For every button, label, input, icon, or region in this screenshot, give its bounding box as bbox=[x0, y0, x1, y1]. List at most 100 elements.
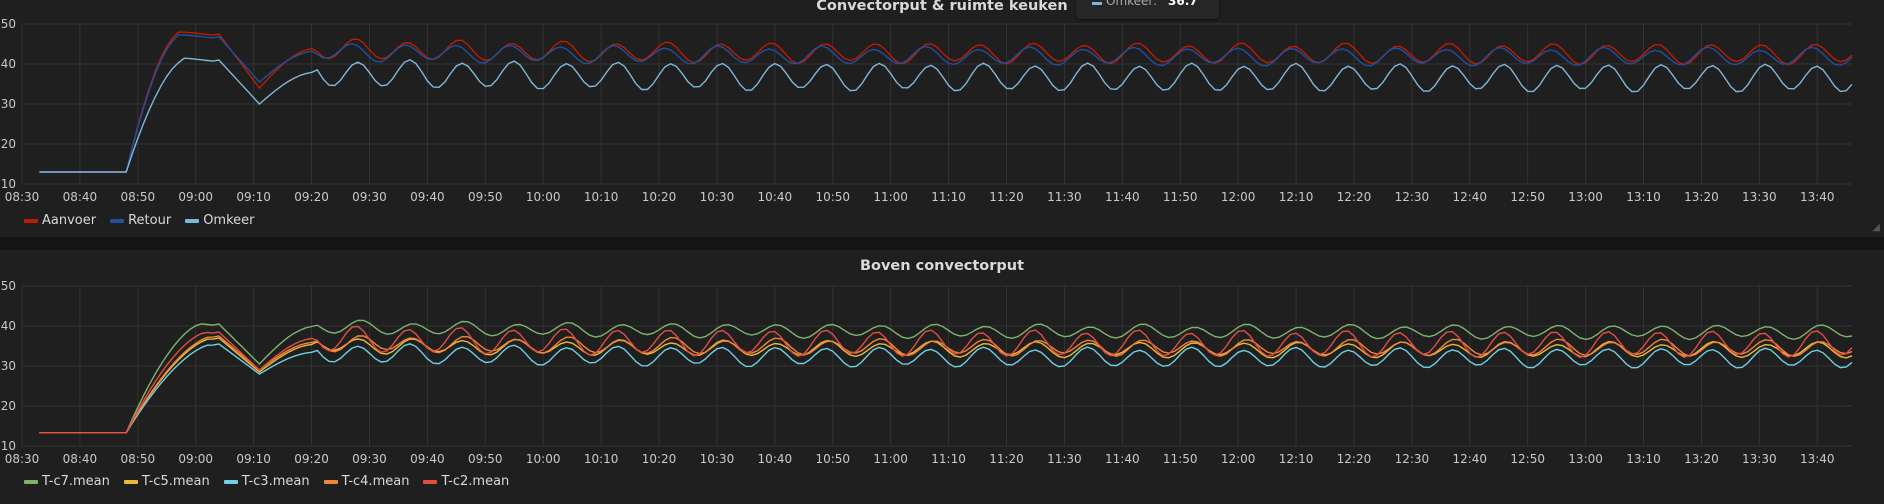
panel-boven-convectorput: Boven convectorput 10 20 30 40 50 08:30 08:40 0… bbox=[0, 250, 1884, 504]
x-tick-label: 09:50 bbox=[468, 452, 503, 466]
legend-swatch bbox=[423, 479, 438, 484]
y-tick-label: 40 bbox=[1, 319, 16, 333]
x-tick-label: 11:50 bbox=[1163, 190, 1198, 204]
hover-tooltip: Omkeer: 36.7 bbox=[1076, 0, 1219, 19]
legend-item[interactable]: T-c7.mean bbox=[24, 474, 110, 489]
x-tick-label: 11:00 bbox=[873, 190, 908, 204]
x-tick-label: 13:00 bbox=[1568, 452, 1603, 466]
x-tick-label: 13:20 bbox=[1684, 190, 1719, 204]
x-tick-label: 10:30 bbox=[700, 452, 735, 466]
x-tick-label: 13:00 bbox=[1568, 190, 1603, 204]
y-tick-label: 40 bbox=[1, 57, 16, 71]
x-tick-label: 09:00 bbox=[178, 452, 213, 466]
x-tick-label: 09:20 bbox=[294, 190, 329, 204]
x-tick-label: 11:40 bbox=[1105, 190, 1140, 204]
legend-item[interactable]: Omkeer bbox=[185, 213, 255, 228]
x-tick-label: 13:10 bbox=[1626, 452, 1661, 466]
x-tick-label: 13:20 bbox=[1684, 452, 1719, 466]
series-line-t-c5-mean[interactable] bbox=[39, 337, 1853, 434]
legend-item[interactable]: T-c5.mean bbox=[123, 474, 210, 489]
x-tick-label: 12:30 bbox=[1395, 190, 1430, 204]
x-tick-label: 12:20 bbox=[1337, 190, 1372, 204]
x-tick-label: 11:10 bbox=[931, 452, 966, 466]
series-line-omkeer[interactable] bbox=[39, 57, 1853, 173]
x-tick-label: 12:00 bbox=[1221, 452, 1256, 466]
panel-title[interactable]: Boven convectorput bbox=[859, 258, 1025, 274]
panel-title[interactable]: Convectorput & ruimte keuken bbox=[816, 0, 1068, 14]
y-tick-label: 10 bbox=[1, 439, 16, 453]
legend-item[interactable]: T-c2.mean bbox=[423, 474, 509, 489]
x-tick-label: 08:50 bbox=[121, 452, 156, 466]
x-tick-label: 10:50 bbox=[815, 452, 850, 466]
x-tick-label: 09:40 bbox=[410, 190, 445, 204]
x-tick-label: 11:30 bbox=[1047, 452, 1082, 466]
x-tick-label: 11:30 bbox=[1047, 190, 1082, 204]
x-tick-label: 11:40 bbox=[1105, 452, 1140, 466]
legend-label: T-c7.mean bbox=[42, 474, 110, 489]
x-tick-label: 10:10 bbox=[584, 190, 619, 204]
x-tick-label: 13:40 bbox=[1800, 452, 1835, 466]
x-tick-label: 11:00 bbox=[873, 452, 908, 466]
series-line-t-c2-mean[interactable] bbox=[39, 325, 1853, 434]
tooltip-swatch bbox=[1092, 2, 1102, 5]
legend-swatch bbox=[24, 479, 38, 484]
x-tick-label: 09:20 bbox=[294, 452, 329, 466]
legend-label: T-c3.mean bbox=[241, 474, 310, 489]
x-tick-label: 09:00 bbox=[178, 190, 213, 204]
x-tick-label: 08:30 bbox=[5, 452, 40, 466]
legend-label: Retour bbox=[128, 213, 172, 228]
x-tick-label: 12:00 bbox=[1221, 190, 1256, 204]
series-line-t-c3-mean[interactable] bbox=[39, 343, 1853, 434]
x-tick-label: 08:40 bbox=[63, 190, 98, 204]
x-tick-label: 09:10 bbox=[236, 452, 271, 466]
x-tick-label: 08:50 bbox=[121, 190, 156, 204]
legend-item[interactable]: T-c4.mean bbox=[323, 474, 410, 489]
resize-handle[interactable]: ◢ bbox=[1872, 222, 1880, 233]
series-line-retour[interactable] bbox=[39, 34, 1853, 173]
x-tick-label: 10:10 bbox=[584, 452, 619, 466]
x-tick-label: 12:20 bbox=[1337, 452, 1372, 466]
legend-swatch bbox=[323, 479, 338, 484]
x-tick-label: 10:00 bbox=[526, 452, 561, 466]
y-tick-label: 50 bbox=[1, 279, 16, 293]
x-tick-label: 11:10 bbox=[931, 190, 966, 204]
series-line-t-c7-mean[interactable] bbox=[39, 319, 1853, 434]
legend-swatch bbox=[123, 479, 138, 484]
x-tick-label: 11:20 bbox=[989, 190, 1024, 204]
x-tick-label: 10:40 bbox=[758, 452, 793, 466]
x-tick-label: 13:30 bbox=[1742, 190, 1777, 204]
x-tick-label: 10:40 bbox=[758, 190, 793, 204]
x-tick-label: 10:20 bbox=[642, 190, 677, 204]
chart-boven-convectorput[interactable]: 10 20 30 40 50 08:30 08:40 08:50 09:00 09:10 09:20… bbox=[0, 250, 1884, 504]
y-tick-label: 30 bbox=[1, 359, 16, 373]
legend-item[interactable]: T-c3.mean bbox=[223, 474, 310, 489]
x-tick-label: 13:40 bbox=[1800, 190, 1835, 204]
legend-label: Omkeer bbox=[203, 213, 255, 228]
chart-convectorput[interactable]: 10 20 30 40 50 08:30 08:40 08:50 09:00 09:10 09:20… bbox=[0, 0, 1884, 237]
panel-convectorput: Convectorput & ruimte keuken 10 20 30 40 50 0… bbox=[0, 0, 1884, 237]
y-tick-label: 20 bbox=[1, 137, 16, 151]
x-tick-label: 12:50 bbox=[1510, 190, 1545, 204]
x-tick-label: 09:10 bbox=[236, 190, 271, 204]
tooltip-label: Omkeer: bbox=[1106, 0, 1158, 8]
x-tick-label: 10:30 bbox=[700, 190, 735, 204]
x-tick-label: 12:10 bbox=[1279, 190, 1314, 204]
x-tick-label: 09:40 bbox=[410, 452, 445, 466]
legend-item[interactable]: Aanvoer bbox=[24, 213, 96, 228]
x-tick-label: 11:50 bbox=[1163, 452, 1198, 466]
y-tick-label: 20 bbox=[1, 399, 16, 413]
x-tick-label: 09:30 bbox=[352, 452, 387, 466]
y-tick-label: 50 bbox=[1, 17, 16, 31]
legend-label: T-c4.mean bbox=[341, 474, 410, 489]
x-tick-label: 11:20 bbox=[989, 452, 1024, 466]
x-tick-label: 09:30 bbox=[352, 190, 387, 204]
legend-label: T-c5.mean bbox=[141, 474, 210, 489]
legend-swatch bbox=[185, 218, 200, 223]
x-tick-label: 12:10 bbox=[1279, 452, 1314, 466]
x-tick-label: 10:20 bbox=[642, 452, 677, 466]
legend-swatch bbox=[223, 479, 238, 484]
x-tick-label: 12:30 bbox=[1395, 452, 1430, 466]
legend-item[interactable]: Retour bbox=[110, 213, 171, 228]
x-tick-label: 13:30 bbox=[1742, 452, 1777, 466]
x-tick-label: 09:50 bbox=[468, 190, 503, 204]
